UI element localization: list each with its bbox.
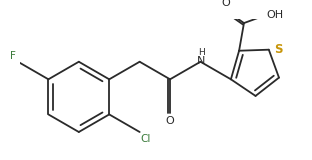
Text: N: N <box>197 56 206 66</box>
Text: Cl: Cl <box>141 134 151 144</box>
Text: O: O <box>165 116 174 126</box>
Text: O: O <box>221 0 230 8</box>
Text: S: S <box>274 43 282 56</box>
Text: OH: OH <box>266 10 284 20</box>
Text: H: H <box>198 48 205 57</box>
Text: F: F <box>10 51 16 61</box>
